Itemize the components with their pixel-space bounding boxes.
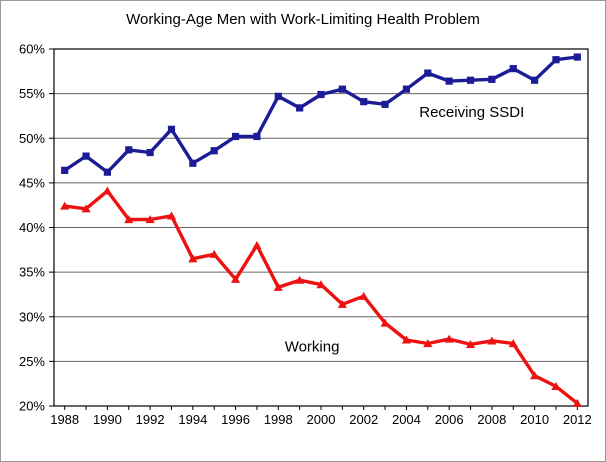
x-axis-label: 2006 bbox=[435, 412, 464, 427]
data-point-working bbox=[166, 211, 177, 220]
data-point-receiving-ssdi bbox=[125, 146, 133, 154]
data-point-working bbox=[359, 291, 369, 300]
data-point-working bbox=[188, 254, 198, 263]
data-point-receiving-ssdi bbox=[189, 159, 197, 167]
data-point-receiving-ssdi bbox=[552, 56, 560, 64]
y-axis-label: 40% bbox=[19, 220, 45, 235]
x-axis-label: 1998 bbox=[264, 412, 293, 427]
data-point-receiving-ssdi bbox=[146, 148, 154, 157]
data-point-receiving-ssdi bbox=[61, 166, 69, 174]
y-axis-label: 50% bbox=[19, 131, 45, 146]
x-axis-label: 1996 bbox=[221, 412, 250, 427]
data-point-working bbox=[444, 334, 454, 343]
data-point-working bbox=[572, 398, 582, 407]
data-point-receiving-ssdi bbox=[296, 104, 304, 112]
data-point-receiving-ssdi bbox=[338, 85, 346, 93]
x-axis-label: 2002 bbox=[349, 412, 378, 427]
data-point-working bbox=[124, 215, 134, 224]
data-point-receiving-ssdi bbox=[424, 69, 432, 77]
data-point-receiving-ssdi bbox=[509, 65, 517, 73]
data-point-working bbox=[530, 371, 540, 380]
x-axis-label: 2010 bbox=[520, 412, 549, 427]
y-axis-label: 45% bbox=[19, 175, 45, 190]
data-point-receiving-ssdi bbox=[466, 76, 475, 84]
series-annotation-working: Working bbox=[285, 339, 340, 356]
data-point-receiving-ssdi bbox=[210, 147, 218, 155]
y-axis-label: 30% bbox=[19, 309, 45, 324]
data-point-working bbox=[380, 318, 390, 327]
series-line-working bbox=[63, 189, 579, 405]
x-axis-label: 2000 bbox=[307, 412, 336, 427]
data-point-receiving-ssdi bbox=[573, 53, 581, 61]
y-axis-label: 35% bbox=[19, 265, 45, 280]
data-point-receiving-ssdi bbox=[231, 132, 240, 141]
data-point-working bbox=[60, 201, 70, 210]
data-point-working bbox=[551, 381, 561, 390]
chart-title: Working-Age Men with Work-Limiting Healt… bbox=[126, 11, 480, 28]
data-point-working bbox=[145, 215, 155, 224]
data-point-working bbox=[102, 186, 112, 195]
y-axis-label: 20% bbox=[19, 399, 45, 414]
data-point-receiving-ssdi bbox=[402, 85, 411, 93]
data-point-receiving-ssdi bbox=[531, 76, 539, 84]
y-axis-label: 60% bbox=[19, 42, 45, 57]
series-annotation-receiving-ssdi: Receiving SSDI bbox=[419, 104, 524, 121]
data-point-receiving-ssdi bbox=[82, 152, 90, 160]
data-point-working bbox=[401, 335, 412, 344]
y-axis-label: 25% bbox=[19, 354, 45, 369]
data-point-working bbox=[316, 280, 326, 289]
data-point-working bbox=[465, 340, 476, 349]
x-axis-label: 1994 bbox=[178, 412, 207, 427]
data-point-receiving-ssdi bbox=[360, 98, 368, 106]
data-point-receiving-ssdi bbox=[317, 90, 325, 99]
y-axis-label: 55% bbox=[19, 86, 45, 101]
x-axis-label: 2008 bbox=[477, 412, 506, 427]
data-point-working bbox=[273, 282, 283, 291]
data-point-receiving-ssdi bbox=[274, 92, 282, 100]
data-point-working bbox=[209, 249, 219, 258]
data-point-receiving-ssdi bbox=[103, 168, 111, 176]
data-point-working bbox=[230, 274, 241, 283]
data-point-working bbox=[252, 240, 262, 249]
x-axis-label: 2012 bbox=[563, 412, 592, 427]
data-point-receiving-ssdi bbox=[167, 125, 176, 133]
data-point-receiving-ssdi bbox=[488, 75, 496, 83]
x-axis-label: 1990 bbox=[93, 412, 122, 427]
data-point-working bbox=[423, 339, 433, 348]
data-point-working bbox=[81, 204, 91, 213]
data-point-receiving-ssdi bbox=[381, 100, 389, 108]
data-point-working bbox=[487, 336, 497, 345]
data-point-receiving-ssdi bbox=[253, 132, 261, 141]
data-point-working bbox=[337, 299, 347, 308]
data-point-working bbox=[508, 339, 518, 348]
x-axis-label: 1988 bbox=[50, 412, 79, 427]
data-point-working bbox=[295, 275, 305, 284]
data-point-receiving-ssdi bbox=[445, 77, 453, 85]
x-axis-label: 2004 bbox=[392, 412, 421, 427]
x-axis-label: 1992 bbox=[136, 412, 165, 427]
